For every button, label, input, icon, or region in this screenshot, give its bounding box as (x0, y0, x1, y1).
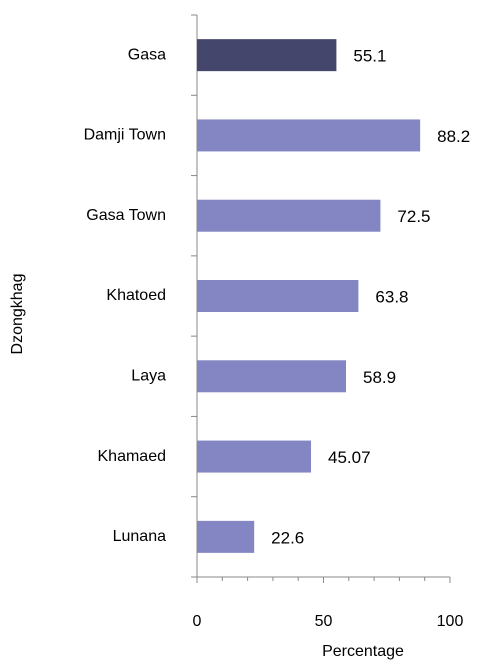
y-tick-label: Gasa Town (86, 207, 166, 224)
bar (197, 360, 347, 393)
value-label: 72.5 (397, 207, 430, 226)
y-tick-label: Damji Town (84, 127, 166, 144)
y-tick-label: Gasa (128, 46, 166, 63)
bar (197, 39, 337, 72)
y-tick-label: Lunana (113, 528, 166, 545)
value-label: 45.07 (328, 448, 371, 467)
y-tick-label: Khamaed (98, 448, 167, 465)
bar (197, 119, 421, 152)
y-tick-label: Khatoed (106, 287, 166, 304)
y-tick-label: Laya (131, 368, 166, 385)
y-axis-title: Dzongkhag (9, 274, 26, 355)
value-label: 63.8 (375, 287, 408, 306)
value-label: 88.2 (437, 127, 470, 146)
x-tick-label: 50 (315, 613, 333, 630)
x-axis-title: Percentage (322, 643, 404, 660)
value-label: 55.1 (353, 47, 386, 66)
bar (197, 440, 312, 473)
x-tick-label: 0 (193, 613, 202, 630)
value-label: 22.6 (271, 528, 304, 547)
bar (197, 199, 381, 232)
bar (197, 280, 359, 312)
value-label: 58.9 (363, 368, 396, 387)
bar (197, 520, 255, 553)
x-tick-label: 100 (437, 613, 464, 630)
